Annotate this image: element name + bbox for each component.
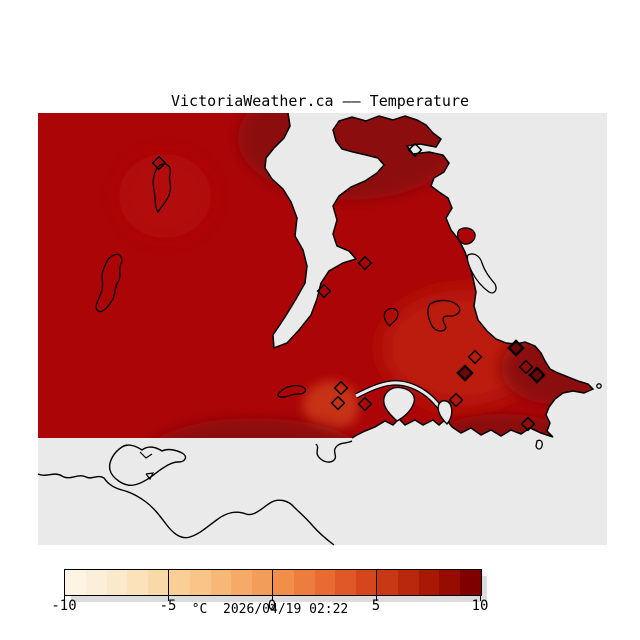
station-marker-icon bbox=[520, 416, 536, 432]
colorbar-segment bbox=[439, 570, 461, 595]
field-light-spot bbox=[119, 154, 211, 238]
south-shore-wiggle bbox=[315, 440, 353, 463]
coastline-main bbox=[264, 112, 595, 439]
prospect-lake-outline bbox=[383, 307, 399, 327]
colorbar-segment bbox=[189, 570, 211, 595]
colorbar-segment bbox=[460, 570, 481, 595]
station-marker-icon bbox=[357, 396, 373, 412]
colorbar-tick bbox=[376, 595, 377, 601]
station-marker-bold-icon bbox=[528, 366, 546, 384]
field-dark-band-south-coast bbox=[440, 414, 564, 438]
station-marker-icon bbox=[151, 155, 167, 171]
colorbar-tick bbox=[168, 595, 169, 601]
colorbar-segment bbox=[397, 570, 419, 595]
colorbar-separator bbox=[272, 569, 273, 596]
colorbar-tick-label: -10 bbox=[51, 598, 77, 614]
station-marker-icon bbox=[316, 283, 332, 299]
station-marker-bold-icon bbox=[507, 339, 525, 357]
station-markers bbox=[151, 142, 546, 432]
station-marker-icon bbox=[333, 380, 349, 396]
colorbar-segment bbox=[168, 570, 190, 595]
lagoon-detail bbox=[139, 451, 155, 481]
colorbar-unit-datetime: °C 2026/04/19 02:22 bbox=[191, 602, 349, 617]
station-marker-icon bbox=[407, 142, 423, 158]
victoria-harbour bbox=[437, 400, 453, 426]
colorbar-segment bbox=[85, 570, 107, 595]
gorge-waterway bbox=[355, 381, 446, 415]
dungeness-peninsula bbox=[108, 444, 187, 486]
lake-outlines bbox=[95, 163, 461, 398]
colorbar-separator bbox=[168, 569, 169, 596]
colorbar-segment bbox=[272, 570, 294, 595]
trial-island bbox=[535, 439, 543, 450]
colorbar-segment bbox=[335, 570, 357, 595]
sidney-island bbox=[466, 253, 497, 294]
colorbar-segment bbox=[148, 570, 169, 595]
elk-beaver-lake-outline bbox=[427, 299, 461, 332]
colorbar-tick bbox=[480, 595, 481, 601]
station-marker-icon bbox=[357, 255, 373, 271]
colorbar-tick-label: -5 bbox=[159, 598, 177, 614]
colorbar-segment bbox=[252, 570, 273, 595]
colorbar-segment bbox=[106, 570, 128, 595]
colorbar-segment bbox=[314, 570, 336, 595]
page-title: VictoriaWeather.ca —— Temperature bbox=[170, 92, 470, 110]
langford-lake-outline bbox=[277, 385, 307, 398]
james-island bbox=[457, 227, 476, 245]
station-marker-icon bbox=[467, 349, 483, 365]
colorbar-separator bbox=[376, 569, 377, 596]
shawnigan-lake-outline bbox=[152, 163, 172, 214]
colorbar-segment bbox=[65, 570, 86, 595]
station-marker-icon bbox=[448, 392, 464, 408]
colorbar-segment bbox=[376, 570, 398, 595]
station-marker-icon bbox=[330, 395, 346, 411]
colorbar-segment bbox=[231, 570, 253, 595]
colorbar-tick-label: 10 bbox=[471, 598, 489, 614]
colorbar-segment bbox=[127, 570, 149, 595]
colorbar-tick bbox=[272, 595, 273, 601]
esquimalt-harbour bbox=[382, 386, 416, 422]
colorbar-segment bbox=[293, 570, 315, 595]
colorbar-tick bbox=[64, 595, 65, 601]
colorbar-tick-label: 0 bbox=[267, 598, 277, 614]
station-marker-bold-icon bbox=[456, 364, 474, 382]
rock-islet bbox=[596, 383, 602, 389]
station-marker-icon bbox=[518, 359, 534, 375]
colorbar-segment bbox=[210, 570, 232, 595]
sooke-lake-outline bbox=[95, 253, 123, 313]
colorbar-segment bbox=[356, 570, 377, 595]
colorbar-tick-label: 5 bbox=[371, 598, 381, 614]
field-brighter-blob-colwood bbox=[303, 381, 359, 431]
colorbar-segment bbox=[418, 570, 440, 595]
colorbar bbox=[64, 569, 482, 596]
olympic-peninsula-coast bbox=[37, 473, 335, 546]
